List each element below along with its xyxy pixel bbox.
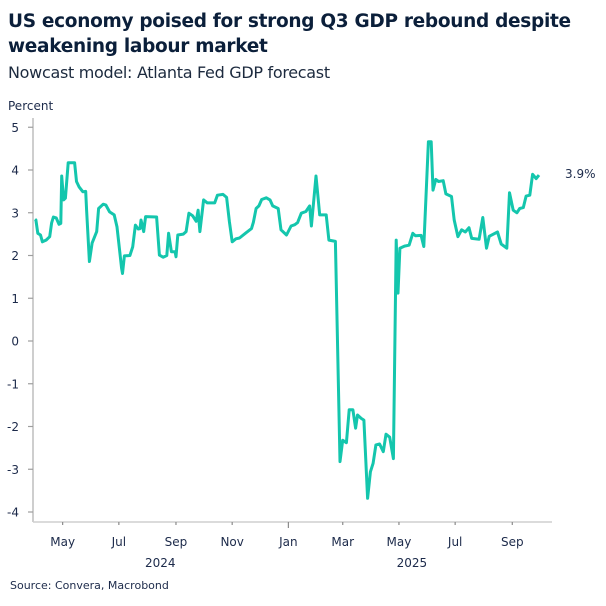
y-axis-title: Percent xyxy=(8,99,53,113)
x-tick-label: Jul xyxy=(447,535,462,549)
y-tick-label: 4 xyxy=(11,164,19,178)
source-note: Source: Convera, Macrobond xyxy=(10,579,169,592)
x-tick-label: Nov xyxy=(220,535,243,549)
end-value-label: 3.9% xyxy=(565,167,596,181)
x-tick-label: Sep xyxy=(501,535,524,549)
y-tick-label: 3 xyxy=(11,206,19,220)
x-tick-label: Jul xyxy=(111,535,126,549)
x-tick-label: Jan xyxy=(278,535,298,549)
y-axis: 5 4 3 2 1 0 -1 -2 -3 -4 xyxy=(7,121,33,520)
y-tick-label: 1 xyxy=(11,292,19,306)
x-axis: May Jul Sep Nov Jan Mar May Jul Sep 2024 2025 xyxy=(50,522,524,570)
x-tick-label: Sep xyxy=(165,535,188,549)
y-tick-label: -1 xyxy=(7,377,19,391)
series-line-gdp-nowcast xyxy=(34,140,541,500)
y-tick-label: -3 xyxy=(7,463,19,477)
chart-subtitle: Nowcast model: Atlanta Fed GDP forecast xyxy=(8,63,330,82)
y-tick-label: 5 xyxy=(11,121,19,135)
x-tick-label: May xyxy=(387,535,412,549)
x-tick-label: May xyxy=(50,535,75,549)
x-tick-label: Mar xyxy=(331,535,354,549)
y-tick-label: -4 xyxy=(7,506,19,520)
x-year-label: 2024 xyxy=(145,556,176,570)
chart-title: US economy poised for strong Q3 GDP rebo… xyxy=(8,11,571,57)
x-year-label: 2025 xyxy=(397,556,428,570)
y-tick-label: -2 xyxy=(7,420,19,434)
y-tick-label: 2 xyxy=(11,249,19,263)
y-tick-label: 0 xyxy=(11,335,19,349)
